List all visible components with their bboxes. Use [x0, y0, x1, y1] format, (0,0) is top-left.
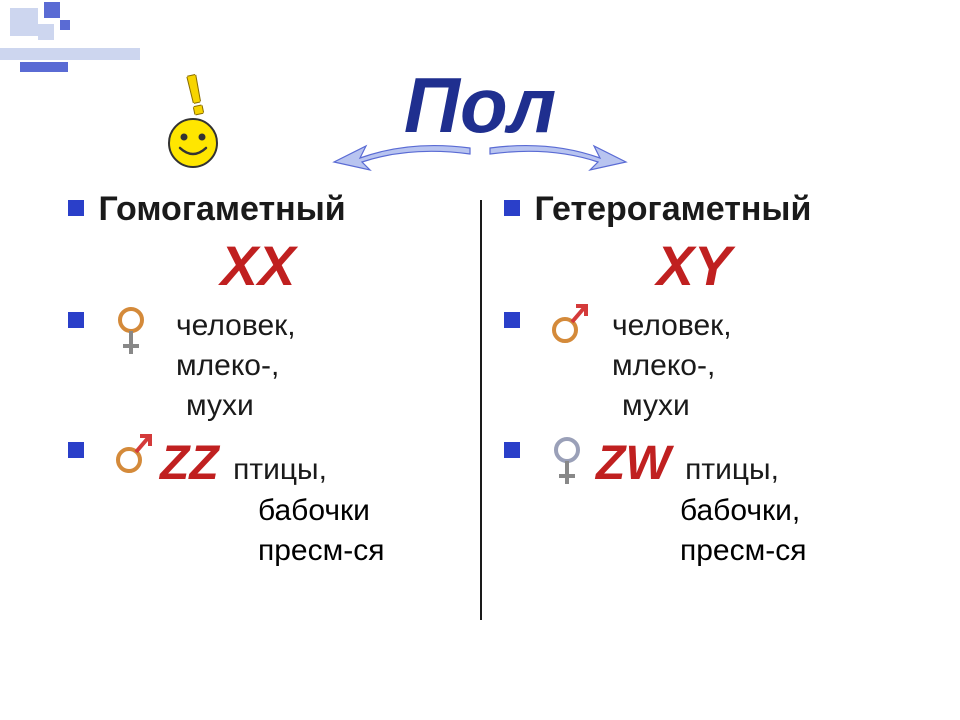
bullet-icon [504, 312, 520, 328]
bullet-icon [68, 200, 84, 216]
right-heading: Гетерогаметный [534, 190, 811, 229]
left-chromosome-2: ZZ [160, 437, 219, 490]
female-icon [550, 436, 586, 496]
right-chrom2-suffix: птицы, [685, 453, 779, 486]
right-examples-2-line1: пресм-ся [680, 531, 920, 571]
right-examples-1-line1: млеко-, [612, 346, 920, 386]
left-chromosome-1: ХХ [198, 233, 318, 298]
male-icon [550, 300, 586, 360]
left-examples-1-line2: мухи [186, 386, 484, 426]
right-examples-2-line0: бабочки, [680, 491, 920, 531]
male-icon [114, 430, 150, 490]
left-examples-1-line1: млеко-, [176, 346, 484, 386]
left-heading: Гомогаметный [98, 190, 345, 229]
right-examples-1-line0: человек, [612, 306, 920, 346]
left-column: Гомогаметный ХХ человек, млеко-, мухи [68, 190, 484, 700]
split-arrows-icon [0, 140, 960, 180]
left-examples-2-line1: пресм-ся [258, 531, 484, 571]
right-column: Гетерогаметный ХY человек, млеко-, мухи [484, 190, 920, 700]
right-chromosome-2: ZW [596, 437, 671, 490]
female-icon [114, 306, 150, 366]
left-examples-2-line0: бабочки [258, 491, 484, 531]
left-examples-1-line0: человек, [176, 306, 484, 346]
bullet-icon [68, 442, 84, 458]
right-chromosome-1: ХY [634, 233, 754, 298]
bullet-icon [68, 312, 84, 328]
page-title: Пол [404, 60, 556, 151]
bullet-icon [504, 442, 520, 458]
bullet-icon [504, 200, 520, 216]
right-examples-1-line2: мухи [622, 386, 920, 426]
left-chrom2-suffix: птицы, [233, 453, 327, 486]
